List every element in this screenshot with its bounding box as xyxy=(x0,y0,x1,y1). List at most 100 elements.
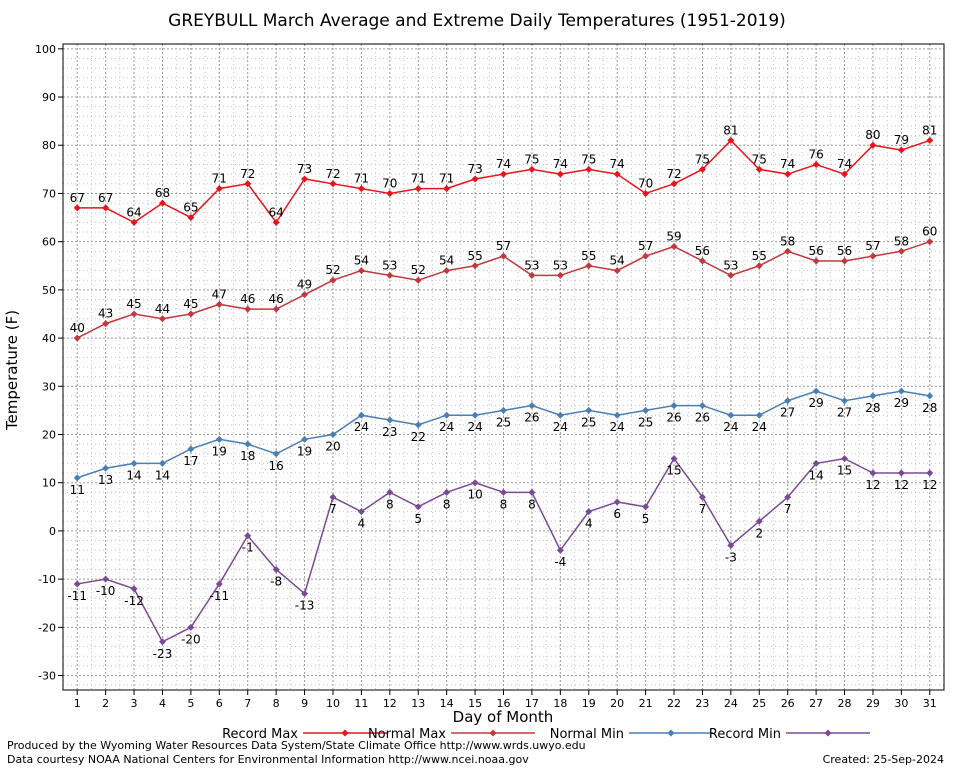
normal-min-data-label: 25 xyxy=(581,415,596,429)
record-min-point xyxy=(613,498,621,506)
record-max-point xyxy=(556,170,564,178)
normal-max-legend-label: Normal Max xyxy=(368,727,446,742)
record-min-point xyxy=(585,508,593,516)
x-tick-label: 15 xyxy=(468,697,482,710)
x-tick-label: 18 xyxy=(553,697,567,710)
y-tick-label: 10 xyxy=(42,477,56,490)
normal-min-data-label: 18 xyxy=(240,449,255,463)
normal-max-point xyxy=(272,305,280,313)
normal-min-point xyxy=(130,459,138,467)
normal-max-point xyxy=(357,267,365,275)
normal-max-data-label: 53 xyxy=(553,258,568,272)
record-max-point xyxy=(414,185,422,193)
record-max-data-label: 75 xyxy=(581,152,596,166)
record-min-point xyxy=(642,503,650,511)
record-min-point xyxy=(130,585,138,593)
record-min-data-label: 5 xyxy=(642,512,650,526)
normal-max-point xyxy=(102,320,110,328)
normal-max-point xyxy=(841,257,849,265)
y-tick-label: 20 xyxy=(42,428,56,441)
record-max-data-label: 72 xyxy=(325,167,340,181)
normal-min-point xyxy=(102,464,110,472)
x-tick-label: 10 xyxy=(326,697,340,710)
record-min-point xyxy=(528,488,536,496)
normal-max-point xyxy=(471,262,479,270)
x-tick-label: 28 xyxy=(838,697,852,710)
normal-min-data-label: 27 xyxy=(780,406,795,420)
record-max-point xyxy=(926,136,934,144)
record-max-point xyxy=(329,180,337,188)
normal-min-point xyxy=(869,392,877,400)
record-max-data-label: 74 xyxy=(837,157,852,171)
x-tick-label: 13 xyxy=(411,697,425,710)
record-max-point xyxy=(386,189,394,197)
y-tick-label: 70 xyxy=(42,187,56,200)
record-max-data-label: 70 xyxy=(382,176,397,190)
record-min-data-label: 14 xyxy=(808,468,823,482)
x-tick-label: 12 xyxy=(383,697,397,710)
normal-min-point xyxy=(755,411,763,419)
normal-max-data-label: 58 xyxy=(894,234,909,248)
normal-max-data-label: 55 xyxy=(581,249,596,263)
record-min-data-label: 12 xyxy=(922,478,937,492)
normal-min-point xyxy=(585,406,593,414)
record-min-data-label: 7 xyxy=(784,502,792,516)
record-max-point xyxy=(158,199,166,207)
normal-max-point xyxy=(528,271,536,279)
normal-max-data-label: 54 xyxy=(354,254,369,268)
record-min-data-label: -12 xyxy=(124,594,144,608)
normal-min-point xyxy=(670,402,678,410)
record-max-point xyxy=(642,189,650,197)
record-max-data-label: 64 xyxy=(126,205,141,219)
x-tick-label: 7 xyxy=(244,697,251,710)
record-max-data-label: 71 xyxy=(354,172,369,186)
record-min-point xyxy=(215,580,223,588)
record-min-data-label: 4 xyxy=(358,517,366,531)
record-min-data-label: -8 xyxy=(270,574,282,588)
grid xyxy=(63,44,945,690)
normal-min-point xyxy=(897,387,905,395)
record-min-point xyxy=(244,532,252,540)
record-min-point xyxy=(73,580,81,588)
y-tick-label: 60 xyxy=(42,236,56,249)
normal-min-point xyxy=(841,397,849,405)
x-tick-label: 11 xyxy=(354,697,368,710)
x-tick-label: 21 xyxy=(639,697,653,710)
x-tick-label: 3 xyxy=(131,697,138,710)
y-tick-label: 50 xyxy=(42,284,56,297)
record-max-point xyxy=(301,175,309,183)
record-min-data-label: 8 xyxy=(500,497,508,511)
record-min-data-label: 10 xyxy=(467,488,482,502)
record-max-point xyxy=(244,180,252,188)
record-min-data-label: 15 xyxy=(837,464,852,478)
normal-min-point xyxy=(471,411,479,419)
y-tick-label: 90 xyxy=(42,91,56,104)
x-tick-label: 25 xyxy=(752,697,766,710)
normal-max-data-label: 56 xyxy=(695,244,710,258)
record-min-data-label: -1 xyxy=(242,541,254,555)
normal-min-data-label: 26 xyxy=(666,411,681,425)
normal-min-data-label: 16 xyxy=(269,459,284,473)
normal-min-point xyxy=(784,397,792,405)
normal-max-data-label: 45 xyxy=(126,297,141,311)
record-min-point xyxy=(869,469,877,477)
record-max-point xyxy=(187,214,195,222)
normal-max-data-label: 60 xyxy=(922,225,937,239)
record-max-data-label: 68 xyxy=(155,186,170,200)
normal-max-data-label: 43 xyxy=(98,307,113,321)
record-min-point xyxy=(187,623,195,631)
x-tick-label: 19 xyxy=(582,697,596,710)
record-max-data-label: 67 xyxy=(98,191,113,205)
record-min-point xyxy=(414,503,422,511)
x-tick-label: 29 xyxy=(866,697,880,710)
normal-min-data-label: 11 xyxy=(70,483,85,497)
normal-min-point xyxy=(386,416,394,424)
normal-max-point xyxy=(158,315,166,323)
normal-max-point xyxy=(585,262,593,270)
normal-max-point xyxy=(301,291,309,299)
normal-min-point xyxy=(187,445,195,453)
record-min-point xyxy=(158,638,166,646)
normal-min-point xyxy=(642,406,650,414)
record-max-point xyxy=(670,180,678,188)
normal-max-point xyxy=(812,257,820,265)
